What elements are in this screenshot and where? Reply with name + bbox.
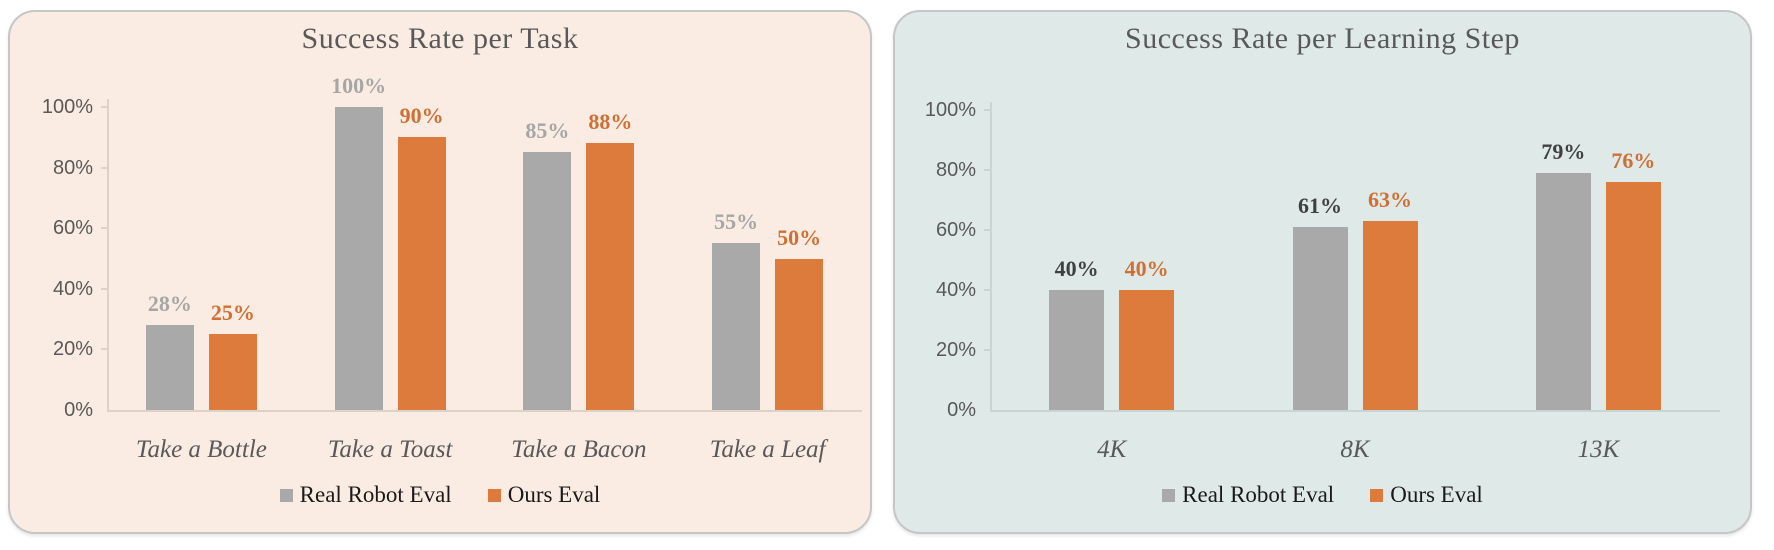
y-tick-mark [101,227,108,230]
y-tick-mark [101,348,108,351]
bar-value-label: 100% [331,73,387,98]
y-tick-label: 0% [947,399,976,421]
x-category-label: Take a Bottle [135,436,267,463]
bar-ours-eval-take-a-leaf [775,258,824,410]
legend-swatch [1370,488,1384,502]
bar-value-label: 40% [1124,256,1169,281]
y-tick-mark [101,166,108,169]
y-tick-label: 40% [52,277,93,300]
chart-panel-success-rate-per-task: Success Rate per Task 0% 20% 40% 60% 80% 100%… [8,10,872,534]
y-tick-mark [984,109,991,111]
y-tick-mark [984,289,991,291]
legend-item-real-robot-eval: Real Robot Eval [279,482,452,508]
y-axis-line [990,102,992,410]
bar-real-robot-eval-take-a-leaf [712,243,761,410]
bar-real-robot-eval-take-a-bacon [523,152,572,410]
bar-real-robot-eval-4k [1049,290,1105,410]
bar-ours-eval-take-a-bottle [208,334,257,410]
y-tick-label: 80% [52,156,93,179]
y-tick-mark [984,169,991,171]
bar-value-label: 50% [777,224,822,250]
bar-value-label: 28% [147,291,192,317]
legend-item-ours-eval: Ours Eval [487,482,601,508]
y-tick-label: 60% [52,217,93,240]
bar-real-robot-eval-8k [1292,227,1348,410]
y-tick-mark [101,287,108,290]
legend-label: Ours Eval [1390,482,1483,507]
legend-item-ours-eval: Ours Eval [1370,482,1483,508]
y-tick-label: 100% [41,96,93,118]
bar-value-label: 76% [1611,148,1656,173]
x-axis-line [107,410,862,412]
legend: Real Robot Eval Ours Eval [895,480,1750,510]
legend-label: Ours Eval [507,482,601,507]
bar-value-label: 61% [1298,193,1342,218]
chart-title: Success Rate per Task [301,22,579,55]
bar-ours-eval-13k [1605,182,1661,410]
legend-swatch [279,488,293,502]
bar-value-label: 90% [399,103,444,129]
y-tick-label: 100% [924,99,976,121]
legend-item-real-robot-eval: Real Robot Eval [1162,482,1334,508]
bar-value-label: 88% [588,109,633,135]
bar-real-robot-eval-take-a-toast [334,107,383,410]
bar-value-label: 55% [714,209,759,235]
plot-area: 0% 20% 40% 60% 80% 100% 28% 25% Take a Bottle 100… [10,12,870,532]
legend-swatch [1162,488,1176,502]
bar-value-label: 79% [1541,139,1586,164]
y-tick-label: 0% [64,399,93,421]
bar-value-label: 63% [1368,187,1412,212]
legend-label: Real Robot Eval [1182,482,1335,507]
y-tick-mark [984,349,991,351]
chart-title: Success Rate per Learning Step [1125,22,1520,55]
legend-label: Real Robot Eval [299,482,452,507]
bar-real-robot-eval-13k [1535,173,1591,410]
plot-area: 0% 20% 40% 60% 80% 100% 40% 40% 4K 61% 63% 8K 79% 76%… [895,12,1750,532]
y-tick-label: 80% [935,159,976,181]
bar-real-robot-eval-take-a-bottle [145,325,194,410]
x-category-label: Take a Toast [327,436,453,463]
bar-value-label: 25% [210,300,255,326]
bar-value-label: 40% [1054,256,1099,281]
bar-ours-eval-take-a-toast [397,137,446,410]
y-tick-mark [101,106,108,108]
x-category-label: 4K [1097,436,1127,463]
bar-ours-eval-4k [1119,290,1175,410]
legend: Real Robot Eval Ours Eval [10,480,870,510]
y-tick-mark [984,229,991,231]
bar-value-label: 85% [525,118,570,144]
y-tick-label: 60% [935,219,976,241]
y-tick-label: 40% [935,279,976,301]
chart-panel-success-rate-per-learning-step: Success Rate per Learning Step 0% 20% 40% 6… [893,10,1752,534]
bar-ours-eval-take-a-bacon [586,143,635,410]
y-axis-line [107,99,109,410]
x-axis-line [990,410,1720,412]
x-category-label: Take a Leaf [709,436,826,463]
x-category-label: 8K [1340,436,1370,463]
x-category-label: 13K [1577,436,1620,463]
y-tick-label: 20% [52,338,93,361]
x-category-label: Take a Bacon [511,436,647,463]
legend-swatch [487,488,501,502]
bar-ours-eval-8k [1362,221,1418,410]
y-tick-label: 20% [935,339,976,361]
